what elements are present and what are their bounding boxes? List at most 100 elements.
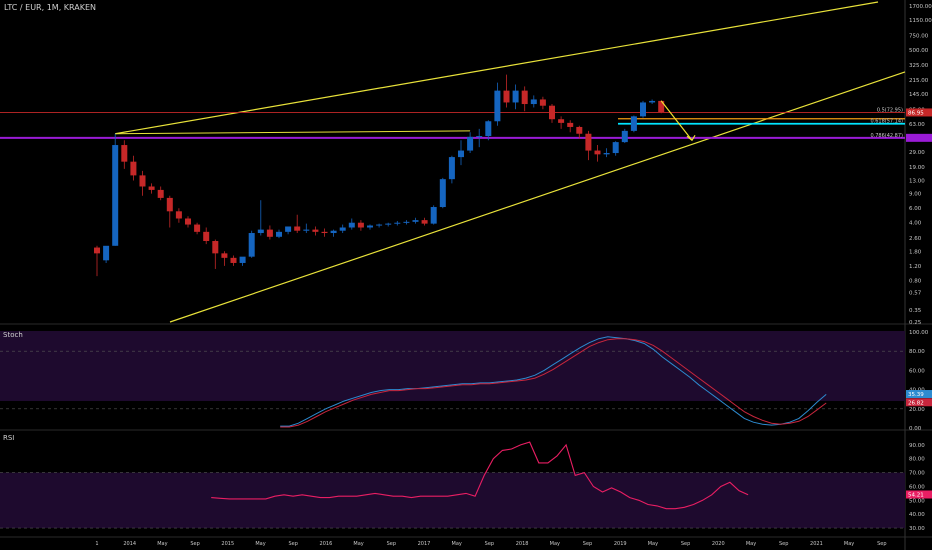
candle-body [112, 145, 119, 246]
price-tick-label: 2.60 [909, 236, 922, 242]
candle-body [494, 90, 501, 122]
price-tag-value: 86.95 [908, 110, 924, 116]
candle-body [266, 229, 273, 237]
stoch-d-line [280, 338, 827, 428]
stoch-tick-label: 20.00 [909, 407, 925, 413]
candle-body [357, 222, 364, 228]
candle-body [121, 145, 128, 162]
level-tag-box [906, 133, 932, 142]
stoch-tick-label: 60.00 [909, 368, 925, 374]
fib-level-label: 0.618(57.14) [870, 119, 903, 125]
time-tick-label: May [648, 541, 658, 547]
time-tick-label: May [157, 541, 167, 547]
candle-body [630, 116, 637, 131]
candle-body [248, 233, 255, 257]
time-tick-label: Sep [877, 541, 886, 547]
rsi-tick-label: 30.00 [909, 526, 925, 532]
candle-body [603, 153, 610, 155]
price-tick-label: 500.00 [909, 48, 929, 54]
price-tick-label: 0.35 [909, 308, 922, 314]
fib-level-label: 0.5(72.95) [877, 107, 903, 113]
price-tick-label: 0.25 [909, 320, 922, 326]
candle-body [658, 100, 665, 113]
candle-body [139, 175, 146, 187]
price-tick-label: 4.00 [909, 221, 922, 227]
price-tick-label: 325.00 [909, 63, 929, 69]
candle-body [503, 90, 510, 103]
candle-body [367, 225, 373, 228]
time-tick-label: May [452, 541, 462, 547]
stoch-value-tag [906, 390, 932, 399]
candle-body [212, 241, 219, 254]
price-tick-label: 9.00 [909, 192, 922, 198]
candle-body [303, 229, 310, 231]
price-tick-label: 1.80 [909, 249, 922, 255]
time-tick-label: May [353, 541, 363, 547]
candle-body [230, 257, 237, 263]
candle-body [103, 245, 110, 261]
candle-body [558, 119, 565, 123]
candle-body [594, 150, 601, 155]
candle-body [330, 230, 337, 234]
candle-body [521, 90, 528, 105]
rsi-band [0, 472, 905, 529]
candle-body [203, 231, 210, 242]
candle-body [612, 142, 619, 154]
channel-lower-line [169, 71, 906, 323]
candle-body [567, 122, 574, 127]
arrow-head [686, 134, 696, 142]
candle-body [485, 121, 492, 137]
candle-body [130, 161, 137, 176]
candle-body [403, 221, 410, 223]
candle-body [585, 133, 592, 151]
price-tick-label: 750.00 [909, 33, 929, 39]
candle-body [621, 130, 628, 143]
candle-body [412, 220, 419, 222]
candle-body [348, 222, 355, 228]
candle-body [339, 227, 346, 231]
time-tick-label: Sep [387, 541, 396, 547]
time-tick-label: May [550, 541, 560, 547]
candle-body [194, 224, 201, 232]
stoch-value-tag [906, 398, 932, 407]
time-tick-label: 2015 [221, 541, 234, 547]
candle-body [512, 90, 519, 103]
rsi-tick-label: 40.00 [909, 512, 925, 518]
candle-body [276, 231, 282, 237]
candle-body [458, 150, 464, 158]
time-tick-label: Sep [583, 541, 592, 547]
price-tick-label: 1.20 [909, 264, 922, 270]
candle-body [576, 126, 583, 134]
candle-body [448, 157, 455, 180]
rsi-tick-label: 80.00 [909, 457, 925, 463]
candle-body [421, 220, 428, 224]
candle-body [394, 222, 401, 224]
rsi-tick-label: 70.00 [909, 471, 925, 477]
channel-connector-line [115, 130, 471, 135]
time-tick-label: Sep [190, 541, 199, 547]
price-tick-label: 215.00 [909, 78, 929, 84]
stoch-value-label: 35.39 [908, 392, 924, 398]
stoch-value-label: 26.82 [908, 400, 924, 406]
fib-level-label: 0.786(42.87) [870, 133, 903, 139]
time-tick-label: Sep [485, 541, 494, 547]
candle-body [312, 229, 319, 232]
price-tick-label: 6.00 [909, 206, 922, 212]
candle-body [285, 226, 292, 232]
time-tick-label: Sep [681, 541, 690, 547]
rsi-tick-label: 60.00 [909, 484, 925, 490]
candle-body [321, 231, 328, 234]
candle-body [257, 229, 264, 234]
price-tick-label: 145.00 [909, 92, 929, 98]
projection-arrow [660, 100, 693, 141]
stoch-tick-label: 80.00 [909, 349, 925, 355]
candle-body [549, 105, 555, 120]
candle-body [294, 226, 301, 231]
candle-body [239, 256, 246, 263]
price-tick-label: 63.00 [909, 122, 925, 128]
time-tick-label: Sep [288, 541, 297, 547]
time-tick-label: 2020 [712, 541, 725, 547]
time-tick-label: Sep [779, 541, 788, 547]
rsi-value-label: 54.21 [908, 492, 924, 498]
